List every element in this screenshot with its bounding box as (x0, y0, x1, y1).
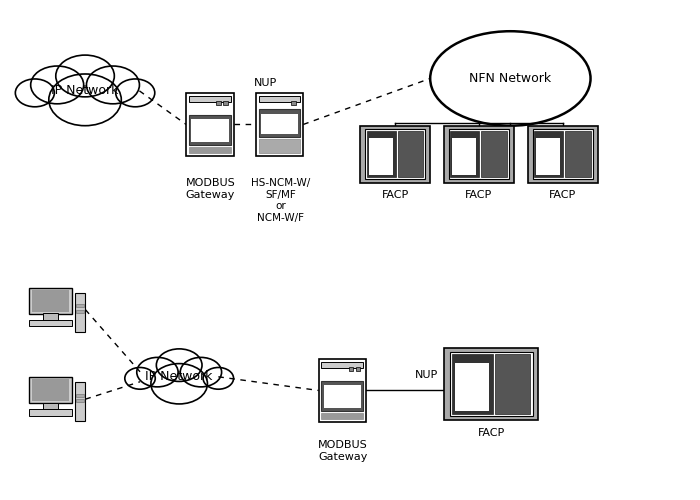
Circle shape (56, 55, 114, 97)
FancyBboxPatch shape (356, 368, 360, 371)
FancyBboxPatch shape (259, 96, 300, 102)
FancyBboxPatch shape (189, 115, 231, 144)
Text: FACP: FACP (466, 190, 493, 200)
FancyBboxPatch shape (449, 129, 509, 180)
Circle shape (15, 79, 55, 107)
FancyBboxPatch shape (43, 402, 58, 409)
FancyBboxPatch shape (189, 146, 231, 153)
Text: FACP: FACP (382, 190, 409, 200)
Text: MODBUS
Gateway: MODBUS Gateway (318, 440, 368, 462)
FancyBboxPatch shape (189, 96, 231, 102)
FancyBboxPatch shape (43, 313, 58, 320)
FancyBboxPatch shape (449, 352, 533, 416)
FancyBboxPatch shape (290, 102, 295, 105)
Text: NUP: NUP (415, 370, 438, 380)
Circle shape (181, 358, 222, 387)
Text: NFN Network: NFN Network (469, 72, 552, 85)
FancyBboxPatch shape (29, 409, 72, 416)
FancyBboxPatch shape (482, 131, 507, 178)
Circle shape (203, 368, 234, 389)
Text: MODBUS
Gateway: MODBUS Gateway (186, 178, 235, 200)
FancyBboxPatch shape (452, 138, 477, 175)
FancyBboxPatch shape (398, 131, 424, 178)
FancyBboxPatch shape (496, 354, 530, 414)
FancyBboxPatch shape (365, 129, 426, 180)
Circle shape (151, 364, 207, 404)
FancyBboxPatch shape (369, 138, 393, 175)
Circle shape (86, 66, 139, 104)
FancyBboxPatch shape (259, 110, 300, 136)
FancyBboxPatch shape (321, 412, 363, 419)
Circle shape (31, 66, 84, 104)
FancyBboxPatch shape (29, 320, 72, 326)
FancyBboxPatch shape (318, 360, 366, 422)
FancyBboxPatch shape (321, 381, 363, 410)
FancyBboxPatch shape (454, 363, 489, 411)
Circle shape (125, 368, 155, 389)
Text: FACP: FACP (549, 190, 576, 200)
FancyBboxPatch shape (76, 394, 84, 396)
FancyBboxPatch shape (360, 126, 430, 183)
FancyBboxPatch shape (29, 288, 72, 314)
FancyBboxPatch shape (29, 378, 72, 403)
FancyBboxPatch shape (75, 293, 85, 332)
FancyBboxPatch shape (536, 138, 560, 175)
FancyBboxPatch shape (321, 362, 363, 368)
FancyBboxPatch shape (32, 290, 69, 312)
FancyBboxPatch shape (76, 310, 84, 312)
Circle shape (136, 358, 178, 387)
FancyBboxPatch shape (32, 380, 69, 401)
FancyBboxPatch shape (528, 126, 598, 183)
Circle shape (49, 74, 121, 126)
FancyBboxPatch shape (349, 368, 354, 371)
FancyBboxPatch shape (367, 131, 395, 178)
FancyBboxPatch shape (323, 385, 361, 408)
FancyBboxPatch shape (186, 94, 234, 156)
FancyBboxPatch shape (259, 139, 300, 153)
FancyBboxPatch shape (216, 102, 221, 105)
FancyBboxPatch shape (533, 129, 593, 180)
FancyBboxPatch shape (223, 102, 228, 105)
Text: FACP: FACP (477, 428, 505, 438)
FancyBboxPatch shape (76, 304, 84, 307)
FancyBboxPatch shape (450, 131, 480, 178)
Text: NUP: NUP (254, 78, 277, 88)
Text: IP Network: IP Network (51, 84, 119, 98)
FancyBboxPatch shape (75, 382, 85, 421)
FancyBboxPatch shape (261, 114, 298, 134)
Text: IP Network: IP Network (146, 370, 213, 384)
FancyBboxPatch shape (256, 94, 303, 156)
FancyBboxPatch shape (534, 131, 563, 178)
FancyBboxPatch shape (565, 131, 591, 178)
Circle shape (116, 79, 155, 107)
FancyBboxPatch shape (191, 119, 229, 142)
Text: HS-NCM-W/
SF/MF
or
NCM-W/F: HS-NCM-W/ SF/MF or NCM-W/F (251, 178, 310, 222)
FancyBboxPatch shape (444, 348, 538, 420)
FancyBboxPatch shape (76, 399, 84, 402)
Circle shape (156, 349, 202, 382)
Ellipse shape (430, 31, 591, 126)
FancyBboxPatch shape (444, 126, 514, 183)
FancyBboxPatch shape (452, 354, 493, 414)
